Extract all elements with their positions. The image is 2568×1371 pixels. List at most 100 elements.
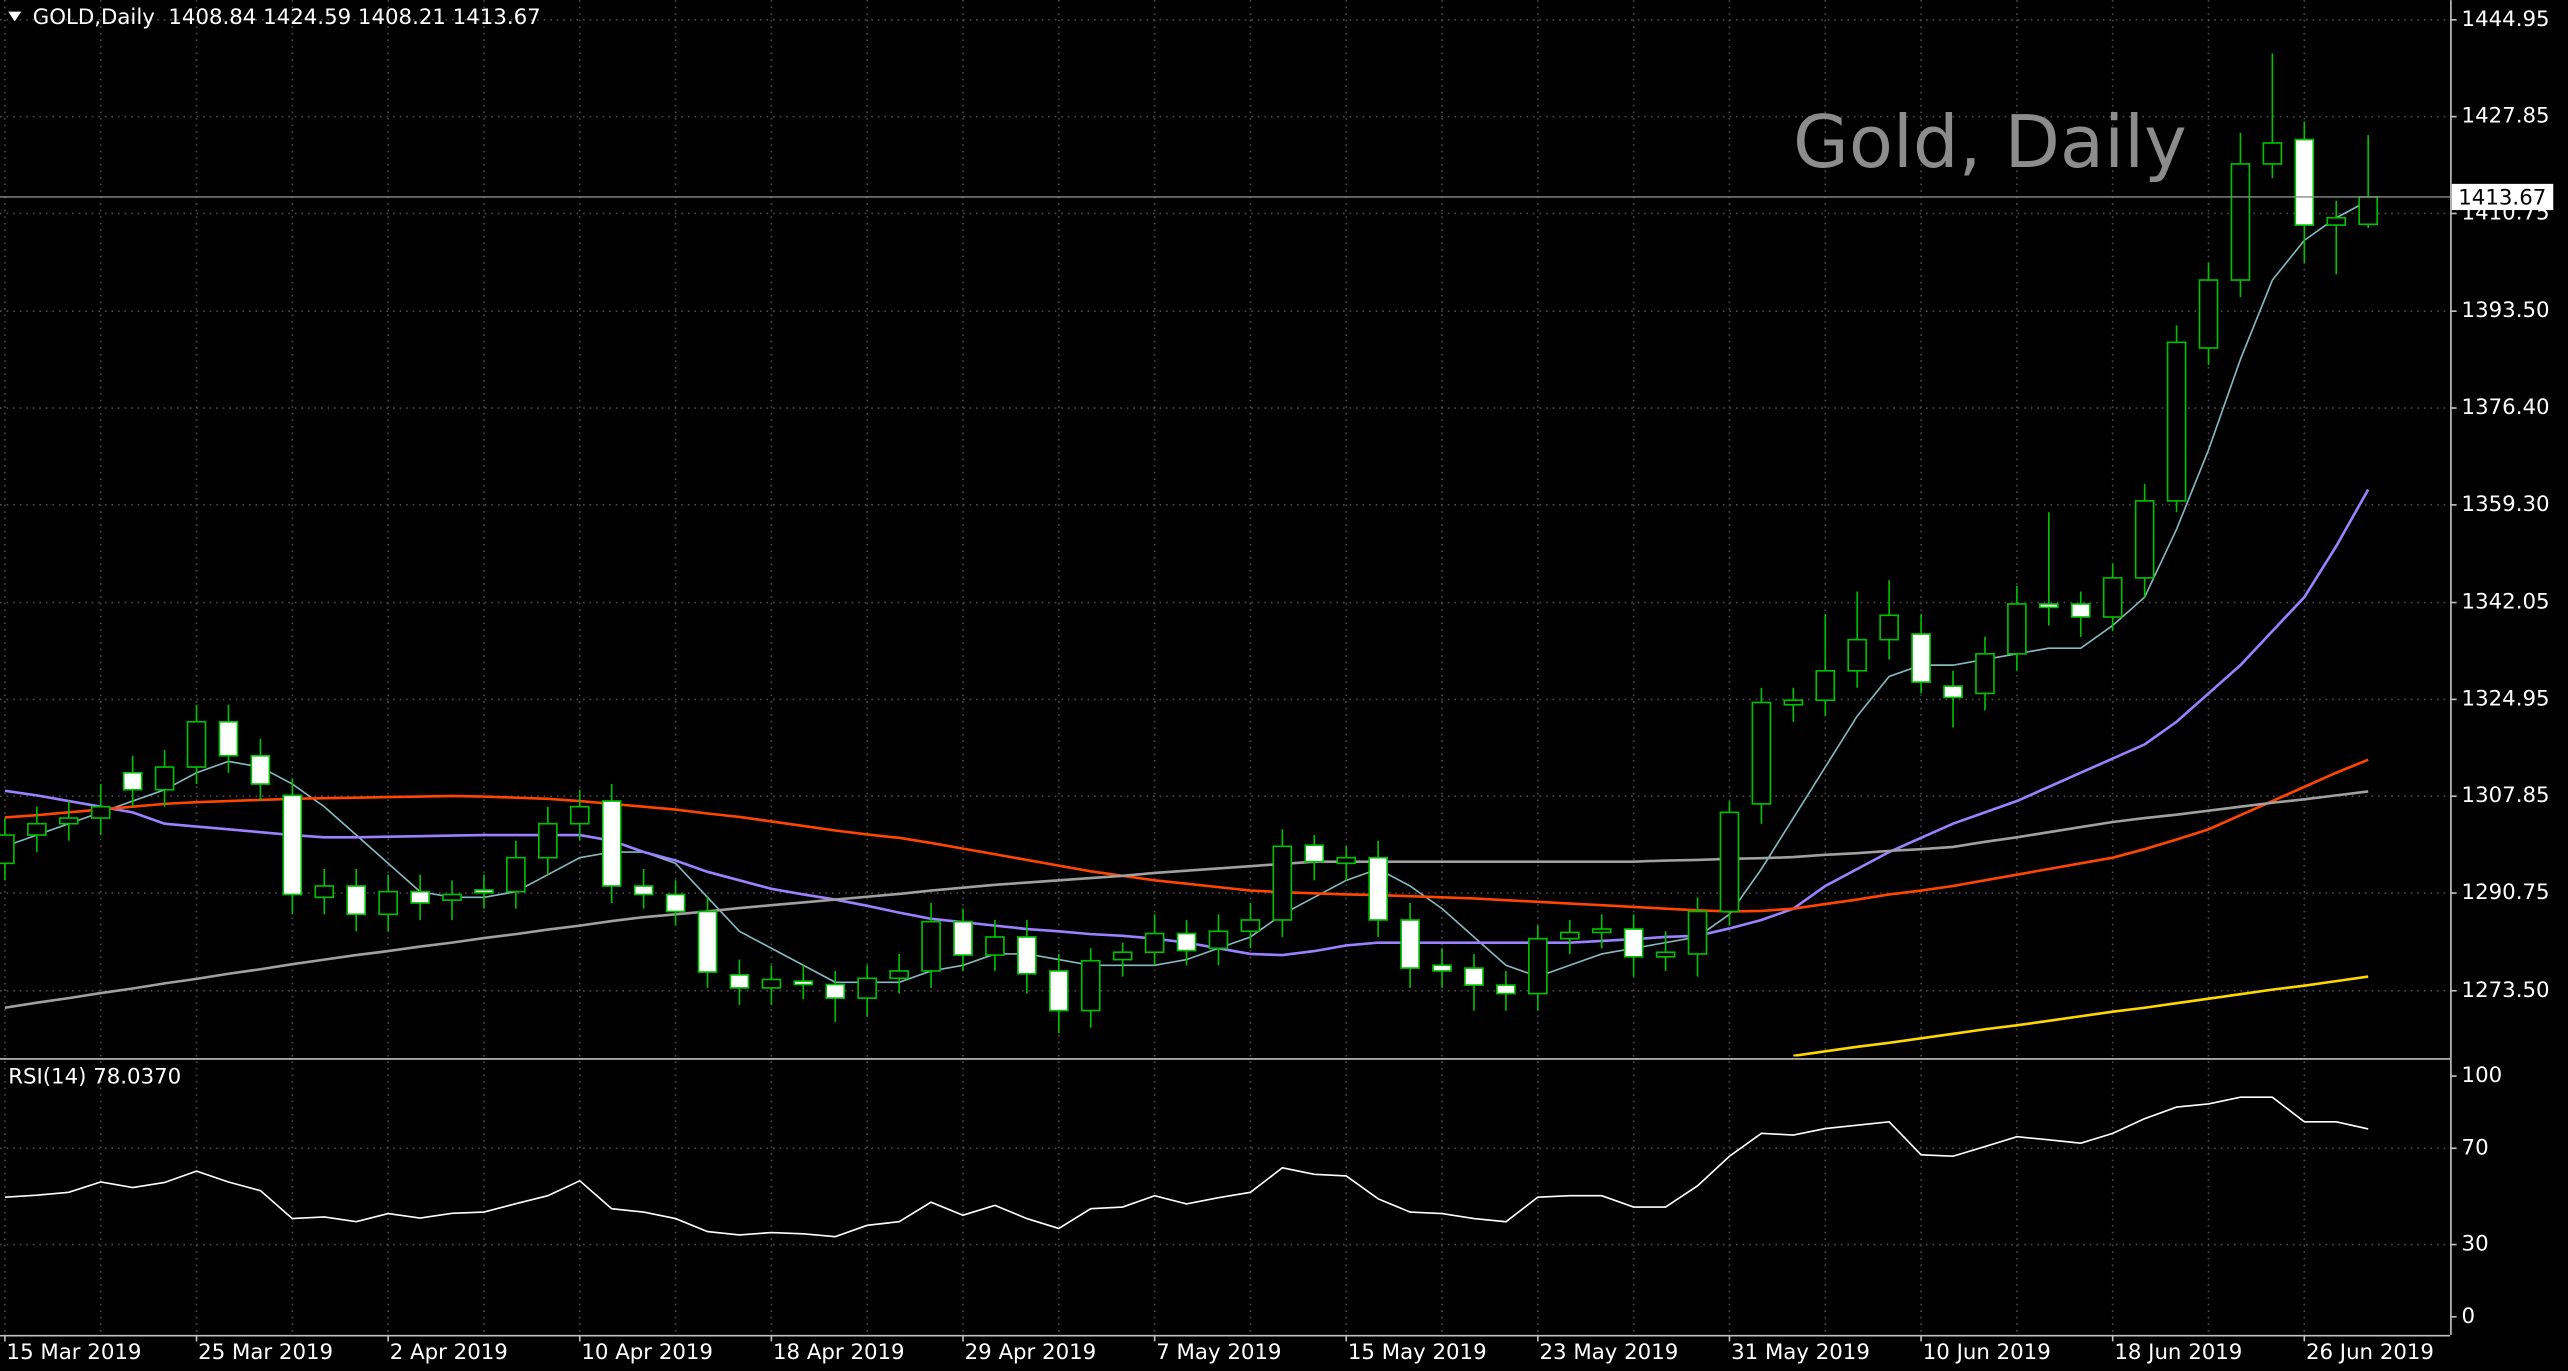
- y-tick-label: 0: [2462, 1304, 2476, 1329]
- candle-body: [122, 771, 143, 791]
- candle-body: [27, 822, 47, 836]
- moving-average: [1793, 975, 2369, 1057]
- y-tick-label: 1376.40: [2462, 395, 2550, 420]
- candle-body: [1559, 931, 1580, 940]
- candle-body: [58, 817, 79, 825]
- y-tick-label: 100: [2462, 1063, 2503, 1088]
- candle-body: [1112, 951, 1133, 961]
- x-tick-label: 26 Jun 2019: [2306, 1340, 2434, 1365]
- x-tick-label: 25 Mar 2019: [198, 1340, 333, 1365]
- candle-body: [1464, 967, 1484, 986]
- candle-body: [633, 885, 654, 896]
- candle-body: [538, 822, 558, 859]
- candle-body: [1368, 856, 1388, 921]
- candle-body: [250, 754, 271, 785]
- candle-body: [1400, 919, 1420, 969]
- candle-body: [2262, 142, 2283, 165]
- candle-body: [442, 893, 462, 901]
- candle-body: [2007, 603, 2027, 655]
- candle-body: [218, 720, 239, 757]
- candle-body: [2166, 341, 2187, 502]
- axes-layer: 15 Mar 2019 25 Mar 2019 2 Apr 2019 10 Apr 2…: [4, 7, 2554, 1365]
- candle-body: [601, 800, 622, 887]
- candle-body: [569, 805, 590, 825]
- x-tick-label: 18 Apr 2019: [773, 1340, 905, 1365]
- candle-body: [1304, 844, 1325, 863]
- candle-body: [90, 805, 111, 819]
- candle-body: [697, 910, 718, 973]
- y-tick-label: 1444.95: [2462, 7, 2550, 32]
- candle-body: [2230, 163, 2251, 281]
- candle-body: [1432, 964, 1452, 972]
- candle-body: [474, 889, 494, 894]
- candle-body: [282, 794, 303, 896]
- candle-body: [1208, 930, 1229, 950]
- candle-body: [1943, 685, 1963, 699]
- candle-body: [2039, 603, 2059, 609]
- candle-body: [1655, 951, 1676, 958]
- candle-body: [2358, 196, 2379, 226]
- candle-body: [1719, 811, 1740, 913]
- x-tick-label: 2 Apr 2019: [390, 1340, 508, 1365]
- candle-body: [2294, 138, 2315, 226]
- candle-body: [1272, 845, 1293, 921]
- candle-body: [1815, 669, 1836, 702]
- moving-average: [4, 790, 2369, 1010]
- x-tick-label: 15 Mar 2019: [7, 1340, 142, 1365]
- candle-body: [761, 978, 782, 989]
- candle-body: [729, 974, 750, 989]
- candle-body: [1240, 919, 1261, 933]
- candle-body: [2102, 577, 2123, 618]
- candle-body: [1176, 932, 1197, 952]
- candle-body: [1048, 970, 1069, 1012]
- watermark: Gold, Daily: [1793, 100, 2187, 184]
- x-tick-label: 10 Jun 2019: [1923, 1340, 2051, 1365]
- grid-layer: [0, 0, 2451, 1335]
- candle-body: [1623, 928, 1644, 958]
- x-tick-label: 15 May 2019: [1348, 1340, 1487, 1365]
- candle-body: [410, 890, 430, 904]
- candle-body: [0, 834, 15, 865]
- y-tick-label: 1324.95: [2462, 686, 2550, 711]
- candle-body: [1975, 652, 1995, 695]
- x-tick-label: 31 May 2019: [1731, 1340, 1870, 1365]
- candle-body: [1751, 701, 1772, 805]
- x-tick-label: 10 Apr 2019: [581, 1340, 713, 1365]
- candle-body: [1687, 910, 1708, 955]
- candle-body: [378, 890, 398, 916]
- price-pane: [0, 53, 2451, 1057]
- candle-body: [1496, 984, 1516, 995]
- candle-body: [2326, 216, 2347, 226]
- x-tick-label: 18 Jun 2019: [2114, 1340, 2242, 1365]
- x-tick-label: 7 May 2019: [1156, 1340, 1281, 1365]
- y-tick-label: 1290.75: [2462, 880, 2550, 905]
- candle-body: [346, 885, 367, 916]
- candle-body: [985, 936, 1005, 956]
- indicator-title: RSI(14) 78.0370: [8, 1065, 181, 1090]
- candle-body: [953, 920, 973, 956]
- candle-body: [2134, 500, 2155, 579]
- last-price-box: [2451, 183, 2554, 211]
- candle-body: [1591, 928, 1612, 934]
- rsi-line: [4, 1096, 2369, 1238]
- last-price-label: 1413.67: [2458, 186, 2546, 211]
- candle-body: [1528, 937, 1548, 995]
- candle-body: [921, 920, 941, 972]
- collapse-icon[interactable]: [8, 11, 22, 22]
- x-tick-label: 29 Apr 2019: [965, 1340, 1097, 1365]
- y-tick-label: 1427.85: [2462, 104, 2550, 129]
- candle-body: [1847, 638, 1868, 672]
- x-tick-label: 23 May 2019: [1539, 1340, 1678, 1365]
- candle-body: [793, 980, 814, 986]
- candle-body: [154, 766, 175, 791]
- candle-body: [186, 720, 207, 768]
- chart-title: GOLD,Daily 1408.84 1424.59 1408.21 1413.…: [33, 5, 541, 30]
- candle-body: [1879, 614, 1899, 641]
- candle-body: [506, 856, 526, 893]
- y-tick-label: 30: [2462, 1232, 2489, 1257]
- moving-average: [4, 758, 2369, 913]
- candle-body: [857, 977, 878, 999]
- y-tick-label: 1273.50: [2462, 978, 2550, 1003]
- y-tick-label: 1393.50: [2462, 298, 2550, 323]
